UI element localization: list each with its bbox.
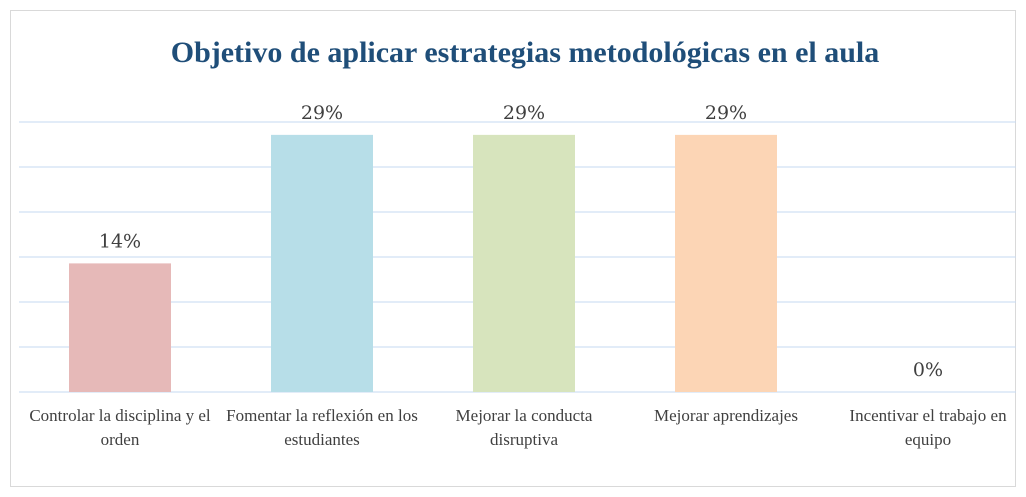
bar bbox=[69, 263, 171, 392]
data-label: 29% bbox=[503, 102, 545, 124]
bar bbox=[675, 134, 777, 392]
bar bbox=[473, 134, 575, 392]
x-tick-label: Fomentar la reflexión en los estudiantes bbox=[226, 406, 418, 449]
data-label: 0% bbox=[913, 359, 943, 381]
chart-title: Objetivo de aplicar estrategias metodoló… bbox=[171, 36, 880, 69]
data-label: 14% bbox=[99, 230, 141, 252]
x-tick-label: Mejorar aprendizajes bbox=[654, 406, 798, 425]
x-tick-label: Mejorar la conducta disruptiva bbox=[455, 406, 593, 449]
data-label: 29% bbox=[301, 102, 343, 124]
bar bbox=[271, 134, 373, 392]
data-label: 29% bbox=[705, 102, 747, 124]
x-tick-label: Incentivar el trabajo en equipo bbox=[849, 406, 1007, 449]
x-tick-label: Controlar la disciplina y el orden bbox=[29, 406, 211, 449]
